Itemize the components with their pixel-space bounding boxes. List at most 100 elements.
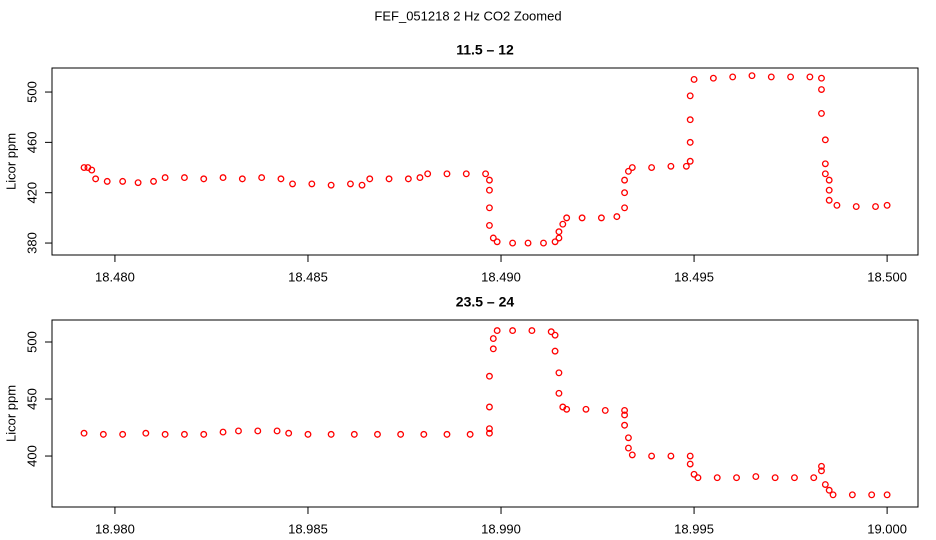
y-tick-label: 460: [24, 132, 39, 154]
data-point: [404, 175, 412, 183]
data-point: [254, 427, 262, 435]
data-point: [821, 170, 829, 178]
data-point: [686, 157, 694, 165]
data-point: [493, 327, 501, 335]
data-point: [462, 170, 470, 178]
data-point: [119, 177, 127, 185]
data-point: [883, 491, 891, 499]
data-point: [555, 228, 563, 236]
data-point: [818, 462, 825, 470]
data-point: [825, 486, 833, 494]
data-point: [374, 430, 381, 438]
data-point: [238, 175, 246, 183]
data-point: [621, 176, 629, 184]
data-point: [818, 86, 825, 93]
data-point: [485, 176, 493, 184]
data-point: [621, 406, 629, 414]
data-point: [872, 203, 879, 211]
data-point: [825, 176, 833, 184]
y-tick-label: 380: [24, 232, 39, 254]
data-point: [597, 214, 605, 222]
data-point: [613, 213, 621, 221]
data-point: [92, 175, 100, 183]
x-tick-label: 18.985: [288, 521, 328, 536]
data-point: [852, 203, 860, 211]
data-point: [563, 405, 571, 413]
y-tick-label: 500: [24, 331, 39, 353]
data-point: [686, 138, 694, 146]
data-point: [621, 421, 629, 429]
data-point: [578, 214, 586, 222]
data-point: [563, 214, 571, 222]
data-point: [327, 430, 335, 438]
data-point: [787, 73, 795, 81]
data-point: [150, 177, 157, 185]
data-point: [524, 239, 532, 247]
y-tick-label: 400: [24, 445, 39, 467]
data-point: [285, 429, 293, 437]
y-axis-label: Licor ppm: [3, 133, 18, 190]
data-point: [485, 425, 493, 433]
data-point: [868, 491, 876, 499]
data-point: [667, 452, 675, 460]
data-point: [489, 335, 497, 343]
data-point: [551, 347, 559, 355]
data-point: [628, 164, 636, 171]
data-point: [443, 170, 451, 178]
data-point: [416, 174, 424, 182]
y-tick-label: 420: [24, 182, 39, 204]
data-point: [621, 204, 629, 212]
data-point: [771, 474, 779, 482]
data-point: [80, 164, 88, 171]
data-point: [304, 430, 312, 438]
x-tick-label: 18.995: [674, 521, 714, 536]
data-point: [219, 174, 227, 182]
data-point: [667, 162, 675, 170]
data-point: [883, 201, 891, 209]
data-point: [420, 430, 428, 438]
data-point: [733, 474, 740, 482]
data-point: [559, 220, 567, 228]
data-point: [485, 403, 493, 411]
data-point: [621, 189, 629, 197]
data-point: [308, 180, 316, 188]
data-point: [821, 481, 829, 488]
data-point: [686, 116, 694, 124]
data-point: [818, 109, 825, 117]
data-point: [397, 430, 405, 438]
data-point: [601, 406, 609, 414]
data-point: [485, 186, 493, 194]
data-point: [277, 175, 285, 183]
data-point: [648, 452, 656, 460]
x-tick-label: 18.495: [674, 269, 714, 284]
x-tick-label: 18.490: [481, 269, 521, 284]
data-point: [485, 429, 493, 437]
data-point: [350, 430, 358, 438]
data-point: [273, 427, 281, 435]
data-point: [752, 473, 760, 481]
data-point: [555, 234, 563, 242]
plot-frame: [51, 67, 919, 256]
data-point: [509, 327, 517, 335]
data-point: [235, 427, 242, 435]
x-tick-label: 19.000: [867, 521, 907, 536]
data-point: [493, 238, 501, 246]
data-point: [848, 491, 856, 499]
data-point: [134, 179, 142, 187]
data-point: [648, 164, 656, 171]
data-point: [555, 369, 563, 377]
data-point: [729, 73, 737, 81]
data-point: [555, 389, 563, 397]
data-point: [258, 174, 266, 182]
data-point: [690, 470, 698, 478]
data-point: [806, 73, 814, 81]
data-point: [289, 180, 296, 188]
data-point: [528, 327, 536, 335]
data-point: [713, 474, 721, 482]
data-point: [767, 73, 775, 81]
data-point: [833, 201, 841, 209]
data-point: [485, 372, 493, 380]
data-point: [821, 136, 829, 144]
data-point: [818, 74, 825, 82]
data-point: [829, 491, 837, 499]
